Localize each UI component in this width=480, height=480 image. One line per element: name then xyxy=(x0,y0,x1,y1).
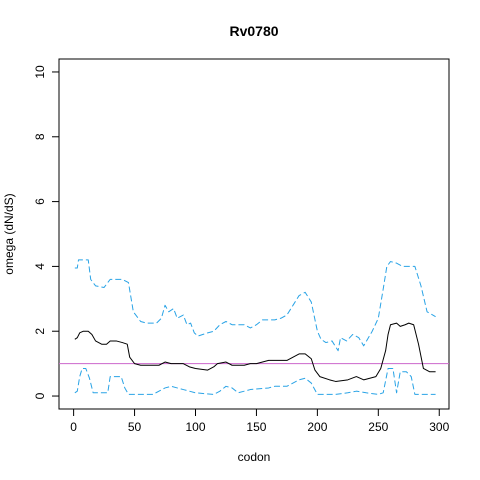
plot-frame xyxy=(58,58,450,410)
x-tick-label: 100 xyxy=(185,420,205,434)
y-axis-label: omega (dN/dS) xyxy=(2,193,16,274)
plot-area xyxy=(59,259,449,395)
x-tick-label: 200 xyxy=(307,420,327,434)
series-upper-line xyxy=(74,259,436,352)
x-axis: 0 50 100 150 200 250 300 xyxy=(70,408,450,434)
series-mean-line xyxy=(74,322,436,382)
x-tick-label: 250 xyxy=(368,420,388,434)
y-tick-label: 4 xyxy=(33,263,47,270)
x-tick-label: 50 xyxy=(128,420,142,434)
x-tick-label: 0 xyxy=(70,420,77,434)
y-tick-label: 0 xyxy=(33,392,47,399)
y-tick-label: 8 xyxy=(33,133,47,140)
y-tick-label: 6 xyxy=(33,198,47,205)
x-tick-label: 150 xyxy=(246,420,266,434)
x-tick-label: 300 xyxy=(429,420,449,434)
y-tick-label: 10 xyxy=(33,65,47,79)
x-axis-label: codon xyxy=(238,450,271,464)
y-axis: 0 2 4 6 8 10 xyxy=(33,65,60,399)
chart-title: Rv0780 xyxy=(229,23,278,39)
y-tick-label: 2 xyxy=(33,328,47,335)
series-lower-line xyxy=(74,367,436,395)
